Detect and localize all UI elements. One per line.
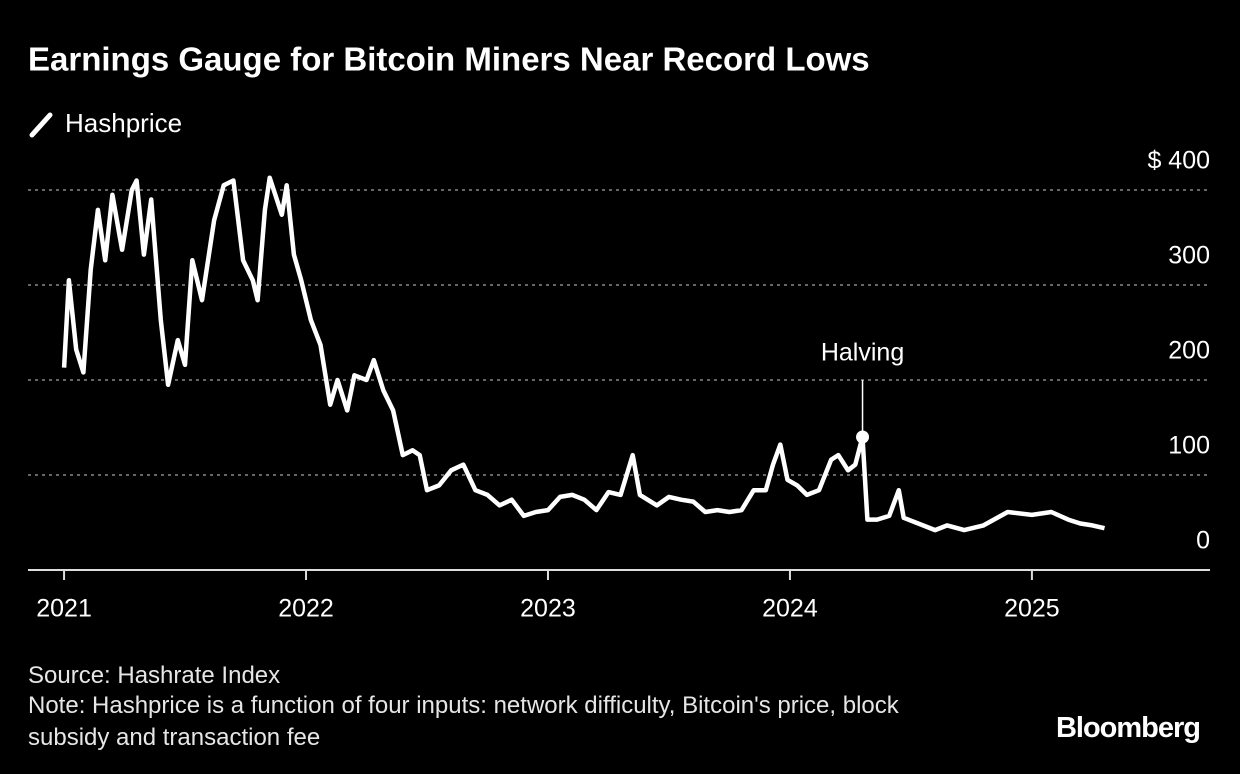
y-tick-label: 300 <box>1168 242 1210 270</box>
legend-label: Hashprice <box>65 108 182 138</box>
x-tick-label: 2024 <box>762 595 818 623</box>
line <box>61 175 1106 533</box>
x-tick-label: 2025 <box>1004 595 1060 623</box>
y-tick-label: 200 <box>1168 337 1210 365</box>
y-tick-label: $ 400 <box>1147 147 1210 175</box>
x-tick-label: 2023 <box>520 595 576 623</box>
chart-title: Earnings Gauge for Bitcoin Miners Near R… <box>28 41 870 78</box>
source: Source: Hashrate Index <box>28 662 281 689</box>
annotation-label: Halving <box>821 339 904 367</box>
y-tick-label: 100 <box>1168 432 1210 460</box>
x-tick-label: 2022 <box>278 595 334 623</box>
y-tick-label: 0 <box>1196 527 1210 555</box>
legend-icon <box>29 112 53 138</box>
note: Note: Hashprice is a function of four in… <box>28 692 899 751</box>
x-tick-label: 2021 <box>36 595 92 623</box>
annotation-dot <box>856 430 870 444</box>
brand: Bloomberg <box>1055 712 1201 744</box>
